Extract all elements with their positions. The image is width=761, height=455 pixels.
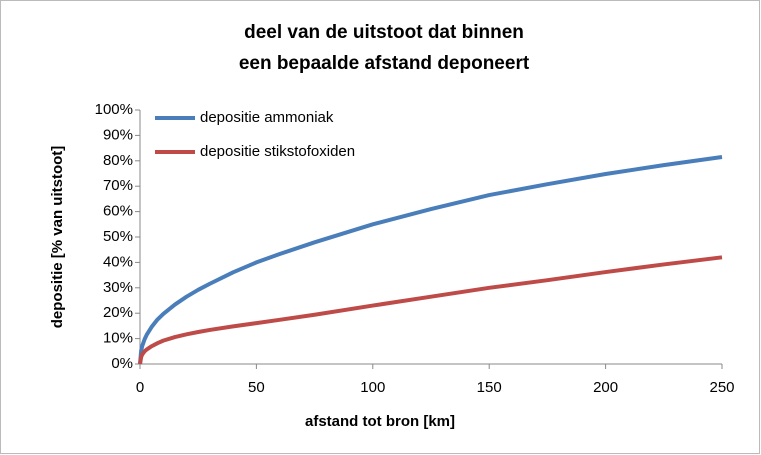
y-tick-label: 100%: [95, 101, 133, 118]
chart-title: een bepaalde afstand deponeert: [239, 53, 530, 74]
legend-label: depositie ammoniak: [200, 109, 334, 126]
x-tick-label: 250: [709, 379, 734, 396]
y-tick-label: 80%: [103, 152, 133, 169]
y-axis-title: depositie [% van uitstoot]: [49, 146, 66, 329]
y-tick-label: 50%: [103, 228, 133, 245]
y-tick-label: 90%: [103, 126, 133, 143]
y-tick-label: 70%: [103, 177, 133, 194]
x-axis-title: afstand tot bron [km]: [305, 413, 455, 430]
legend-label: depositie stikstofoxiden: [200, 143, 355, 160]
x-tick-label: 100: [360, 379, 385, 396]
series-line: [138, 155, 723, 365]
x-tick-label: 0: [136, 379, 144, 396]
y-tick-label: 0%: [111, 355, 133, 372]
chart-title: deel van de uitstoot dat binnen: [244, 22, 524, 43]
y-tick-label: 40%: [103, 253, 133, 270]
series-line: [138, 255, 723, 365]
y-tick-label: 10%: [103, 330, 133, 347]
x-tick-label: 150: [477, 379, 502, 396]
y-tick-label: 30%: [103, 279, 133, 296]
y-tick-label: 20%: [103, 304, 133, 321]
y-tick-label: 60%: [103, 203, 133, 220]
x-tick-label: 200: [593, 379, 618, 396]
x-tick-label: 50: [248, 379, 265, 396]
